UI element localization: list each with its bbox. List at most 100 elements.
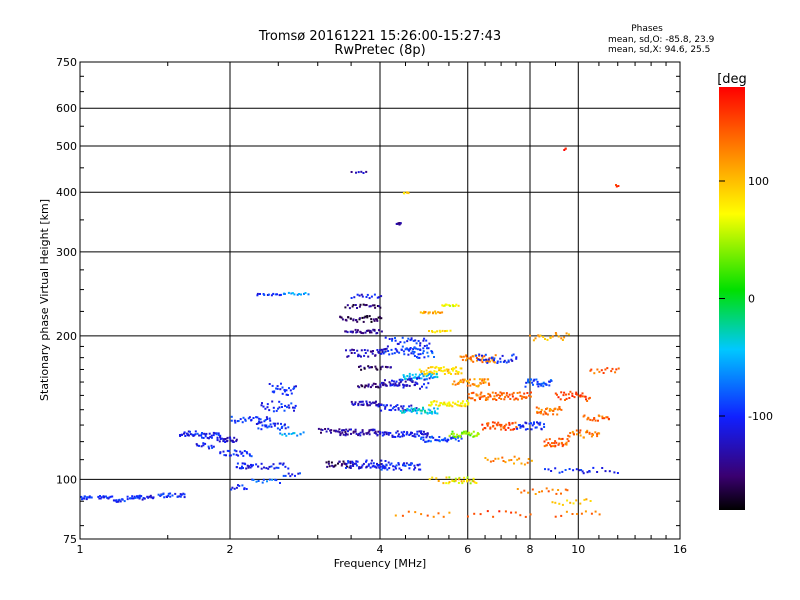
- phase-point-34-27: [405, 409, 408, 412]
- phase-point-73-5: [498, 510, 501, 513]
- phase-point-46-9: [362, 303, 365, 306]
- phase-point-22-7: [270, 294, 273, 297]
- phase-point-82-2: [617, 185, 620, 187]
- phase-point-21-5: [294, 474, 296, 477]
- phase-point-30-8: [427, 439, 430, 442]
- phase-point-28-17: [355, 432, 358, 435]
- phase-point-43-15: [400, 348, 403, 351]
- phase-point-77-8: [579, 502, 582, 505]
- phase-point-73-9: [519, 514, 522, 517]
- phase-point-22-4: [263, 294, 266, 296]
- phase-point-1-13: [111, 495, 114, 498]
- phase-point-62-5: [540, 411, 542, 413]
- phase-point-42-10: [357, 353, 360, 356]
- phase-point-57-26: [489, 395, 492, 398]
- phase-point-59-6: [507, 395, 510, 398]
- phase-point-54-0: [428, 478, 431, 481]
- phase-point-73-0: [466, 515, 469, 518]
- phase-point-42-15: [363, 349, 366, 351]
- phase-point-68-22: [507, 360, 510, 363]
- phase-point-38-4: [384, 384, 387, 387]
- phase-point-53-12: [419, 349, 422, 351]
- phase-point-5-12: [169, 495, 172, 498]
- phase-point-26-34: [414, 466, 417, 469]
- phase-point-59-5: [505, 394, 508, 397]
- phase-point-11-6: [228, 450, 231, 453]
- phase-point-68-20: [503, 359, 506, 362]
- phase-point-39-19: [418, 373, 421, 376]
- phase-point-45-24: [370, 318, 373, 321]
- phase-point-36-7: [435, 403, 438, 406]
- phase-point-55-29: [479, 381, 482, 384]
- phase-point-12-23: [264, 419, 267, 421]
- phase-point-8-10: [205, 432, 208, 435]
- phase-point-32-6: [457, 481, 460, 484]
- phase-point-39-9: [408, 375, 411, 378]
- phase-point-28-34: [372, 428, 375, 431]
- phase-point-47-8: [368, 297, 371, 300]
- phase-point-63-15: [555, 441, 558, 444]
- phase-point-5-11: [169, 492, 172, 495]
- phase-point-66-9: [594, 419, 597, 422]
- phase-point-36-3: [430, 403, 433, 406]
- phase-point-50-6: [439, 330, 442, 333]
- phase-point-34-16: [394, 408, 397, 411]
- phase-point-58-16: [495, 423, 498, 426]
- phase-point-12-6: [239, 418, 242, 421]
- phase-point-34-4: [380, 404, 383, 406]
- phase-point-60-2: [518, 424, 521, 426]
- phase-point-15-21: [281, 425, 284, 428]
- phase-point-51-20: [415, 342, 418, 345]
- phase-point-38-11: [392, 380, 395, 383]
- phase-point-17-12: [283, 389, 286, 391]
- plot-frame: [79, 61, 681, 540]
- phase-point-63-28: [566, 438, 569, 441]
- phase-point-76-0: [589, 369, 592, 372]
- phase-point-26-25: [405, 462, 408, 465]
- phase-point-14-11: [270, 465, 273, 468]
- phase-point-21-4: [291, 473, 294, 476]
- phase-point-46-12: [368, 305, 371, 308]
- phase-point-64-13: [571, 395, 574, 397]
- phase-point-4-11: [150, 496, 153, 499]
- phase-point-37-16: [379, 385, 382, 388]
- phase-point-65-21: [594, 431, 597, 434]
- phase-point-27-9: [330, 429, 333, 432]
- phase-point-63-8: [550, 445, 553, 448]
- phase-point-12-5: [237, 420, 240, 422]
- phase-point-25-7: [351, 460, 354, 463]
- phase-point-45-15: [358, 318, 361, 321]
- phase-point-3-1: [126, 495, 129, 498]
- phase-point-16-3: [264, 407, 267, 410]
- phase-point-17-17: [288, 387, 290, 390]
- phase-point-53-21: [427, 347, 430, 350]
- phase-point-64-3: [559, 398, 562, 401]
- phase-point-74-3: [414, 511, 417, 514]
- phase-point-3-0: [126, 498, 129, 501]
- phase-point-76-2: [593, 372, 596, 375]
- phase-point-70-2: [523, 489, 526, 492]
- phase-point-32-14: [472, 477, 475, 480]
- phase-point-48-9: [432, 312, 434, 315]
- phase-point-4-0: [136, 495, 138, 498]
- y-tick-label-500: 500: [56, 140, 77, 153]
- phase-point-17-8: [279, 388, 282, 391]
- phase-point-56-20: [478, 354, 481, 357]
- phase-point-68-6: [485, 358, 487, 361]
- phase-point-63-6: [548, 438, 551, 441]
- colorbar-tick-label--100: -100: [748, 410, 773, 423]
- phase-point-43-16: [402, 350, 405, 353]
- phase-point-41-4: [363, 367, 366, 370]
- phase-point-38-23: [408, 384, 411, 387]
- phase-point-27-5: [325, 430, 328, 433]
- phase-point-63-22: [561, 442, 564, 445]
- phase-point-36-25: [454, 402, 457, 405]
- phase-point-21-2: [287, 472, 290, 475]
- phase-point-64-8: [565, 393, 567, 396]
- phase-point-63-17: [558, 437, 561, 440]
- phase-point-16-2: [262, 405, 265, 408]
- phase-point-42-17: [366, 349, 369, 352]
- phase-point-74-4: [420, 513, 423, 516]
- phase-point-63-4: [545, 444, 548, 447]
- phase-point-56-34: [491, 359, 494, 362]
